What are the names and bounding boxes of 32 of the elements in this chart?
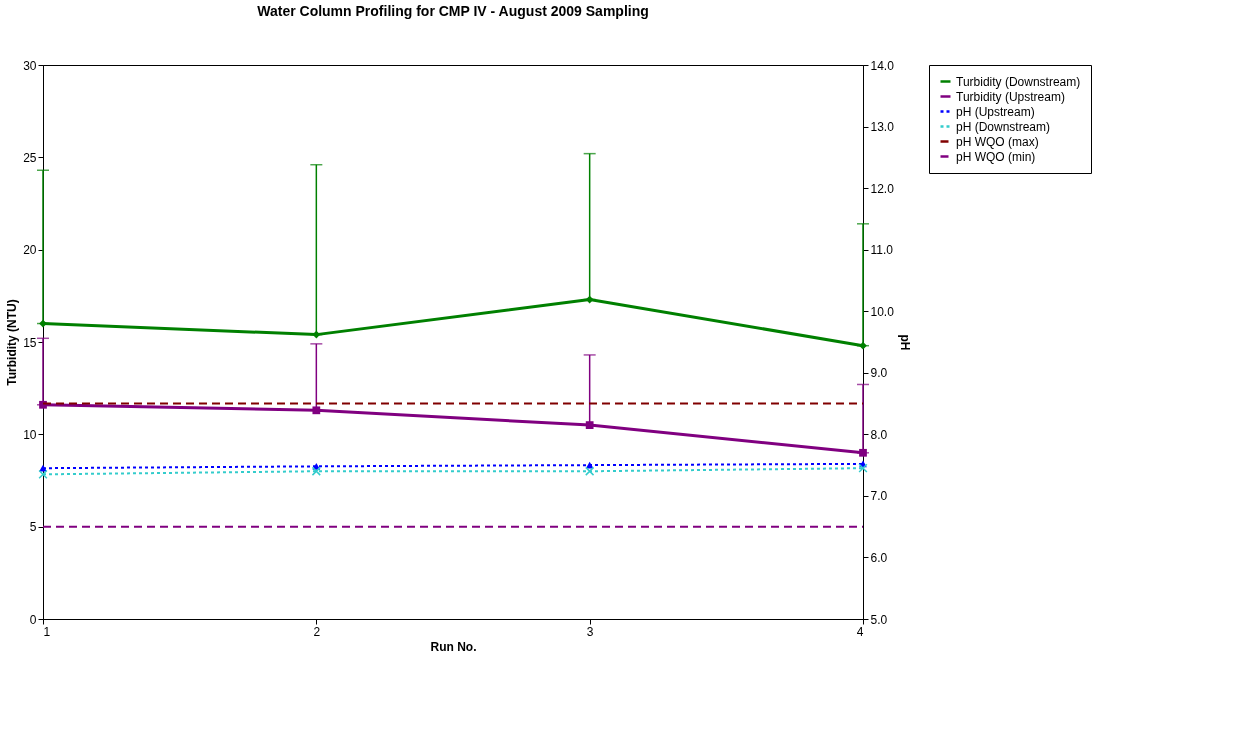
y-axis-title: Turbidity (NTU) — [5, 299, 20, 386]
y2-tick-label: 7.0 — [870, 489, 888, 504]
y2-tick-label: 5.0 — [870, 612, 888, 627]
y2-tick-label: 9.0 — [870, 366, 888, 381]
legend-label: Turbidity (Upstream) — [956, 89, 1065, 104]
legend-label: pH (Downstream) — [956, 119, 1051, 134]
y2-tick-label: 8.0 — [870, 427, 888, 442]
y2-axis-title: pH — [897, 334, 912, 351]
y2-tick-label: 12.0 — [870, 181, 895, 196]
legend-label: pH (Upstream) — [956, 104, 1035, 119]
y2-tick-label: 11.0 — [870, 243, 894, 258]
y-tick-label: 10 — [23, 427, 37, 442]
x-axis-title: Run No. — [430, 639, 477, 654]
x-tick-label: 2 — [313, 624, 321, 639]
point — [859, 448, 867, 457]
chart-title: Water Column Profiling for CMP IV - August 2009 Sampling — [257, 3, 649, 19]
legend-label: pH WQO (max) — [956, 134, 1039, 149]
x-tick-label: 1 — [43, 624, 51, 639]
y2-tick-label: 6.0 — [870, 550, 888, 565]
y-tick-label: 5 — [29, 520, 37, 535]
y-tick-label: 30 — [23, 58, 37, 73]
y2-tick-label: 10.0 — [870, 304, 895, 319]
y-tick-label: 20 — [23, 243, 37, 258]
y-tick-label: 25 — [23, 150, 37, 165]
y-tick-label: 0 — [29, 612, 37, 627]
x-tick-label: 4 — [856, 624, 864, 639]
legend-label: Turbidity (Downstream) — [956, 74, 1081, 89]
x-tick-label: 3 — [586, 624, 594, 639]
y2-tick-label: 13.0 — [870, 120, 895, 135]
legend-label: pH WQO (min) — [956, 149, 1036, 164]
y-tick-label: 15 — [23, 335, 37, 350]
y2-tick-label: 14.0 — [870, 58, 895, 73]
